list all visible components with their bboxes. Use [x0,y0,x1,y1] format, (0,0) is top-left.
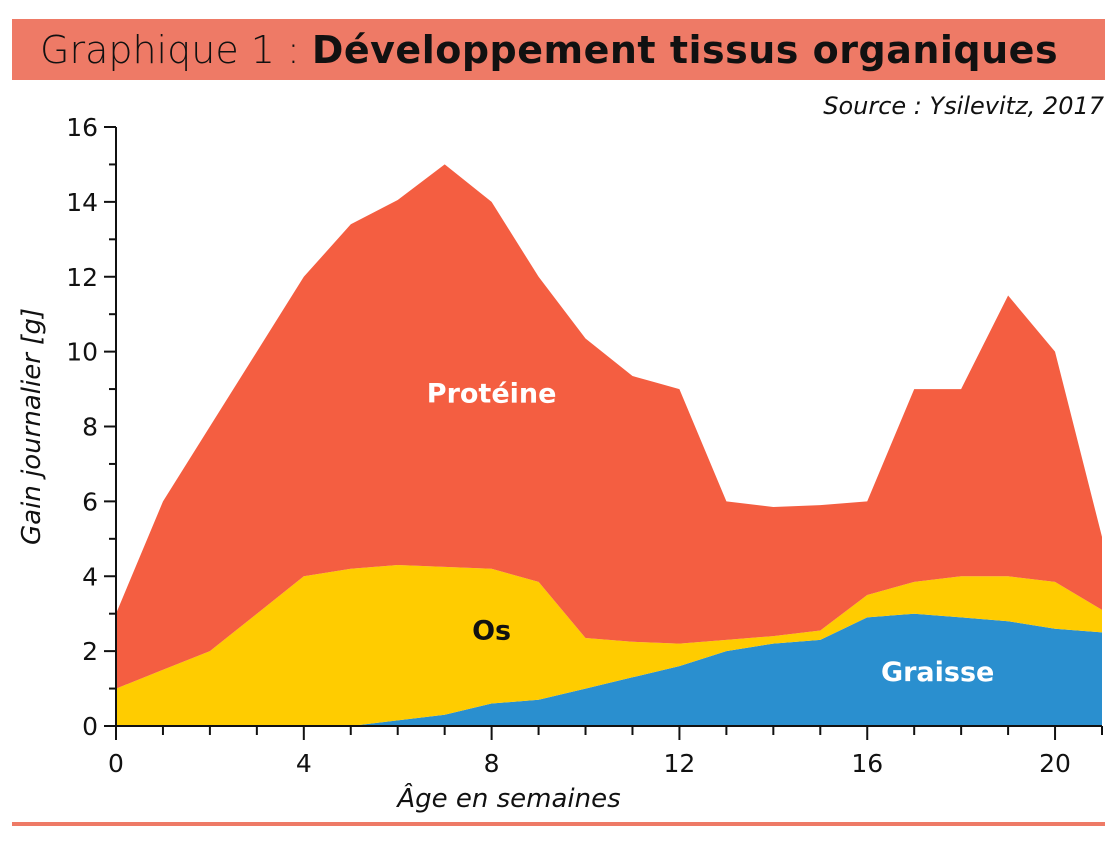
bottom-rule [12,822,1105,826]
x-tick-label: 20 [1039,749,1071,778]
x-tick-label: 16 [851,749,883,778]
x-tick-label: 8 [484,749,500,778]
y-tick-label: 12 [66,263,98,292]
y-tick-label: 16 [66,113,98,142]
y-tick-label: 0 [82,712,98,741]
x-tick-label: 4 [296,749,312,778]
y-tick-label: 8 [82,413,98,442]
source-citation: Source : Ysilevitz, 2017 [823,92,1104,120]
series-labels: Graisse Os Protéine [427,379,995,688]
y-tick-label: 6 [82,487,98,516]
x-axis-title: Âge en semaines [395,782,620,814]
chart-title: Développement tissus organiques [311,27,1059,72]
axes: 0 2 4 6 8 10 12 14 16 0 4 8 12 16 20 Âge en semaines Gai… [17,113,1103,814]
series-label-graisse: Graisse [881,657,994,688]
y-tick-label: 2 [82,637,98,666]
y-tick-label: 10 [66,338,98,367]
y-tick-label: 4 [82,562,98,591]
x-tick-label: 12 [664,749,696,778]
title-bar: Graphique 1 : Développement tissus organ… [12,19,1105,80]
x-tick-label: 0 [108,749,124,778]
series-label-proteine: Protéine [427,379,557,410]
area-os [116,565,1102,726]
series-label-os: Os [472,615,511,646]
area-graisse [116,613,1102,726]
area-proteine [116,164,1102,689]
title-prefix: Graphique 1 : [40,27,300,72]
y-tick-label: 14 [66,188,98,217]
y-axis-title: Gain journalier [g] [17,308,47,545]
area-layers [116,164,1102,726]
